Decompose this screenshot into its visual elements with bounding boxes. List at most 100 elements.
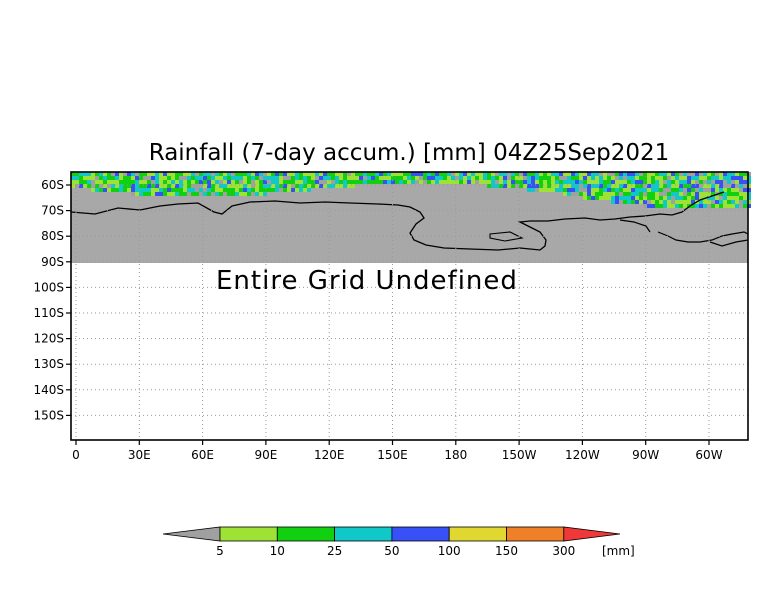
rain-cell <box>731 204 735 208</box>
rain-cell <box>739 188 743 192</box>
rain-cell <box>559 176 563 180</box>
rain-cell <box>275 180 279 184</box>
rain-cell <box>139 184 143 188</box>
rain-cell <box>471 176 475 180</box>
colorbar-box <box>219 526 278 542</box>
colorbar-level-label: 50 <box>384 544 399 558</box>
rain-cell <box>355 180 359 184</box>
lon-tick-label: 120W <box>565 448 600 462</box>
rain-cell <box>87 172 91 176</box>
rain-cell <box>187 172 191 176</box>
rain-cell <box>719 172 723 176</box>
rain-cell <box>655 196 659 200</box>
rain-cell <box>91 172 95 176</box>
rain-cell <box>195 192 199 196</box>
rain-cell <box>323 172 327 176</box>
rain-cell <box>643 188 647 192</box>
rain-cell <box>147 172 151 176</box>
rain-cell <box>659 200 663 204</box>
rain-cell <box>227 176 231 180</box>
rain-cell <box>199 188 203 192</box>
rain-cell <box>555 176 559 180</box>
rain-cell <box>231 176 235 180</box>
rain-cell <box>615 196 619 200</box>
rain-cell <box>743 188 747 192</box>
rain-cell <box>143 180 147 184</box>
rain-cell <box>603 180 607 184</box>
rain-cell <box>243 180 247 184</box>
rain-cell <box>159 188 163 192</box>
rain-cell <box>191 184 195 188</box>
rain-cell <box>687 196 691 200</box>
rain-cell <box>407 176 411 180</box>
rain-cell <box>107 188 111 192</box>
rain-cell <box>287 180 291 184</box>
rain-cell <box>539 172 543 176</box>
rain-cell <box>595 188 599 192</box>
rain-cell <box>239 172 243 176</box>
rain-cell <box>459 176 463 180</box>
rain-cell <box>667 184 671 188</box>
rain-cell <box>727 188 731 192</box>
rain-cell <box>651 200 655 204</box>
rain-cell <box>611 196 615 200</box>
rain-cell <box>203 188 207 192</box>
rain-cell <box>747 184 751 188</box>
rain-cell <box>115 188 119 192</box>
rain-cell <box>115 176 119 180</box>
rain-cell <box>695 204 699 208</box>
rain-cell <box>583 188 587 192</box>
rain-cell <box>547 172 551 176</box>
rain-cell <box>423 180 427 184</box>
rain-cell <box>675 180 679 184</box>
rain-cell <box>339 184 343 188</box>
rain-cell <box>163 180 167 184</box>
rain-cell <box>171 172 175 176</box>
rain-cell <box>223 184 227 188</box>
rain-cell <box>675 176 679 180</box>
lat-tick-label: 130S <box>33 357 64 371</box>
lon-tick-label: 90W <box>632 448 659 462</box>
rain-cell <box>155 188 159 192</box>
rain-cell <box>179 184 183 188</box>
rain-cell <box>83 184 87 188</box>
rain-cell <box>451 172 455 176</box>
rain-cell <box>639 196 643 200</box>
rain-cell <box>363 176 367 180</box>
rain-cell <box>743 176 747 180</box>
rain-cell <box>99 172 103 176</box>
rain-cell <box>111 176 115 180</box>
rain-cell <box>655 200 659 204</box>
rain-cell <box>319 184 323 188</box>
rain-cell <box>523 180 527 184</box>
rain-cell <box>707 184 711 188</box>
rain-cell <box>743 192 747 196</box>
rain-cell <box>739 196 743 200</box>
rain-cell <box>631 192 635 196</box>
rain-cell <box>743 204 747 208</box>
rain-cell <box>723 200 727 204</box>
rain-cell <box>363 172 367 176</box>
rain-cell <box>599 192 603 196</box>
rain-cell <box>671 184 675 188</box>
rain-cell <box>603 176 607 180</box>
rain-cell <box>475 176 479 180</box>
rain-cell <box>623 196 627 200</box>
rain-cell <box>191 192 195 196</box>
rain-cell <box>343 180 347 184</box>
rain-cell <box>747 188 751 192</box>
rain-cell <box>655 184 659 188</box>
rain-cell <box>635 180 639 184</box>
rain-cell <box>543 184 547 188</box>
colorbar-level-label: 150 <box>495 544 518 558</box>
rain-cell <box>463 172 467 176</box>
rain-cell <box>103 184 107 188</box>
rain-cell <box>423 176 427 180</box>
rain-cell <box>487 184 491 188</box>
rain-cell <box>471 172 475 176</box>
rain-cell <box>375 172 379 176</box>
rain-cell <box>707 180 711 184</box>
rain-cell <box>567 192 571 196</box>
rain-cell <box>143 184 147 188</box>
rain-cell <box>131 180 135 184</box>
